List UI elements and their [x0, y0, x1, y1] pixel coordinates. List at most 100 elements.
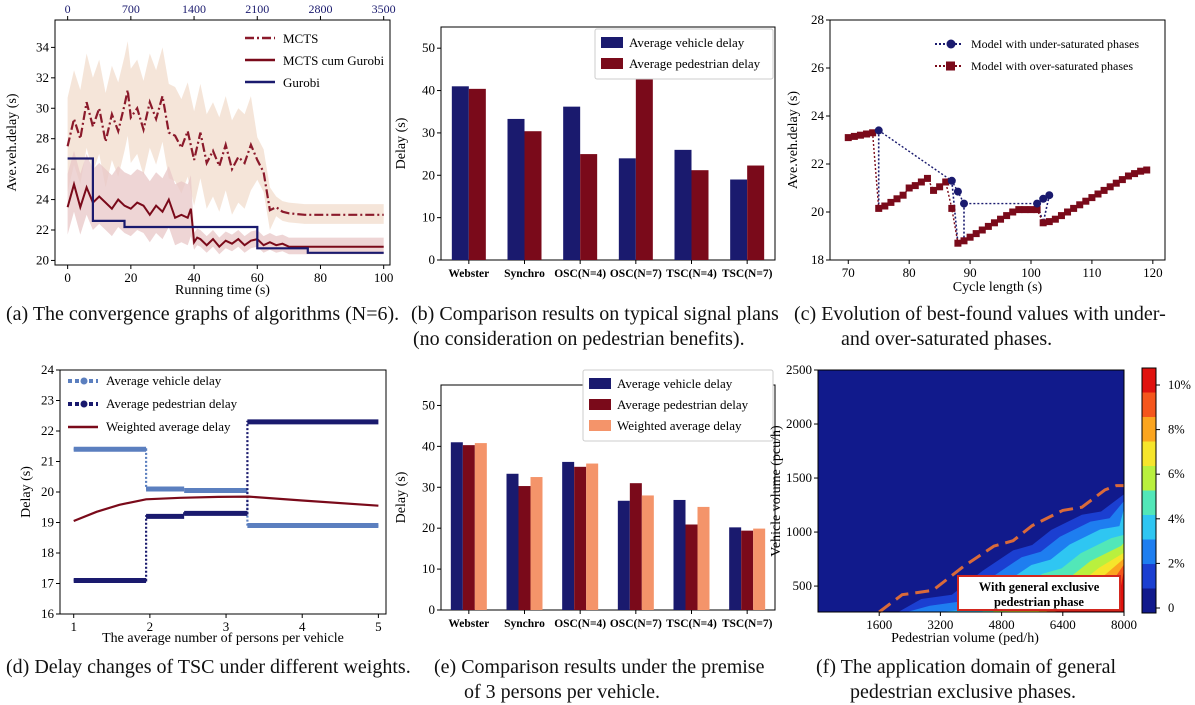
colorbar-segment — [1142, 564, 1156, 589]
bar — [729, 527, 742, 610]
y-tick-label: 26 — [811, 60, 825, 75]
x-tick-label: Synchro — [504, 268, 545, 280]
x-tick-label: TSC(N=4) — [666, 618, 717, 630]
bar — [697, 506, 710, 610]
y-axis-label: Vehicle volume (pcu/h) — [770, 425, 784, 557]
x-tick-label: 2 — [147, 619, 154, 634]
bar — [563, 106, 581, 260]
y-tick-label: 10 — [422, 561, 435, 576]
legend-marker — [946, 61, 955, 71]
y-tick-label: 28 — [36, 131, 49, 146]
over-saturated-point — [978, 226, 986, 234]
over-saturated-point — [1100, 186, 1108, 194]
bar — [474, 443, 487, 610]
y-tick-label: 20 — [422, 167, 435, 182]
step-connector — [73, 420, 379, 582]
x-tick-label: OSC(N=4) — [554, 618, 606, 630]
x-tick-label: 60 — [251, 270, 264, 285]
bar — [468, 88, 486, 260]
step-connector — [73, 448, 379, 527]
top-tick-label: 3500 — [372, 2, 396, 16]
weighted-average-line — [73, 495, 379, 523]
colorbar-segment — [1142, 368, 1156, 393]
under-saturated-point — [960, 199, 968, 208]
mcts-gurobi-band — [67, 150, 384, 255]
y-tick-label: 16 — [41, 606, 55, 621]
over-saturated-point — [1131, 170, 1139, 178]
plot-frame — [440, 26, 776, 261]
over-saturated-point — [948, 204, 956, 212]
over-saturated-point — [1064, 208, 1072, 216]
colorbar-label: 10% — [1168, 378, 1191, 392]
top-tick-label: 2800 — [308, 2, 332, 16]
bar — [617, 500, 630, 610]
connector-line — [951, 180, 959, 244]
legend-label: Average vehicle delay — [617, 376, 733, 391]
over-saturated-point — [1009, 208, 1017, 216]
colorbar-segment — [1142, 490, 1156, 516]
top-tick-label: 700 — [122, 2, 140, 16]
bar — [450, 442, 463, 610]
over-saturated-point — [990, 219, 998, 227]
legend-swatch — [601, 37, 623, 48]
chart-c: 18 20 22 24 26 28 70 80 90 100 110 120 Model with un… — [786, 12, 1166, 295]
y-tick-label: 24 — [811, 108, 825, 123]
caption-f: (f) The application domain of general ped… — [816, 656, 1117, 703]
bar — [518, 486, 531, 610]
legend-label: Weighted average delay — [617, 418, 742, 433]
legend-marker — [80, 377, 88, 385]
y-tick-label: 20 — [41, 484, 54, 499]
caption-e: (e) Comparison results under the premise… — [434, 656, 765, 703]
legend-swatch — [589, 399, 611, 410]
legend-box — [582, 369, 774, 442]
bar — [451, 86, 469, 261]
bar — [562, 461, 575, 610]
colorbar-frame — [1141, 367, 1157, 614]
over-saturated-point — [1015, 206, 1023, 214]
colorbar-label: 2% — [1168, 556, 1185, 570]
y-tick-label: 0 — [429, 602, 436, 617]
colorbar-segment — [1142, 539, 1156, 565]
y-axis-label: Ave.veh.delay (s) — [5, 93, 20, 191]
bar — [730, 179, 748, 260]
y-tick-label: 2500 — [786, 362, 812, 377]
legend-label: Gurobi — [283, 75, 320, 90]
legend-label: Weighted average delay — [106, 419, 231, 434]
legend-swatch — [589, 378, 611, 389]
over-saturated-point — [1057, 212, 1065, 220]
x-tick-label: 5 — [375, 619, 382, 634]
y-tick-label: 21 — [41, 454, 54, 469]
under-saturated-point — [1033, 199, 1042, 208]
y-tick-label: 24 — [41, 362, 55, 377]
bar — [618, 158, 636, 260]
legend-label: Average pedestrian delay — [106, 396, 238, 411]
x-tick-label: OSC(N=7) — [610, 268, 662, 280]
mcts-band — [67, 41, 384, 230]
over-saturated-point — [1051, 215, 1059, 223]
top-tick-label: 0 — [65, 2, 71, 16]
plot-frame — [54, 19, 391, 266]
bar — [674, 149, 692, 260]
y-axis-label: Delay (s) — [395, 471, 409, 523]
over-saturated-point — [1137, 167, 1145, 175]
x-tick-label: TSC(N=4) — [666, 268, 717, 280]
y-tick-label: 22 — [36, 222, 49, 237]
over-saturated-point — [887, 198, 895, 206]
over-saturated-point — [863, 130, 871, 138]
bar — [629, 483, 642, 610]
y-tick-label: 2000 — [786, 416, 812, 431]
x-tick-label: 3 — [223, 619, 230, 634]
under-saturated-point — [953, 187, 962, 196]
caption-a: (a) The convergence graphs of algorithms… — [6, 303, 400, 325]
over-saturated-point — [911, 182, 919, 190]
colorbar-label: 8% — [1168, 423, 1185, 437]
legend-label: Model with under-saturated phases — [971, 37, 1139, 51]
over-saturated-point — [1124, 172, 1132, 180]
top-tick-label: 1400 — [182, 2, 206, 16]
bar — [673, 499, 686, 610]
x-tick-label: TSC(N=7) — [722, 268, 773, 280]
x-tick-label: 70 — [842, 265, 855, 280]
caption-b: (b) Comparison results on typical signal… — [411, 303, 779, 350]
over-saturated-point — [856, 131, 864, 139]
y-tick-label: 22 — [811, 156, 824, 171]
